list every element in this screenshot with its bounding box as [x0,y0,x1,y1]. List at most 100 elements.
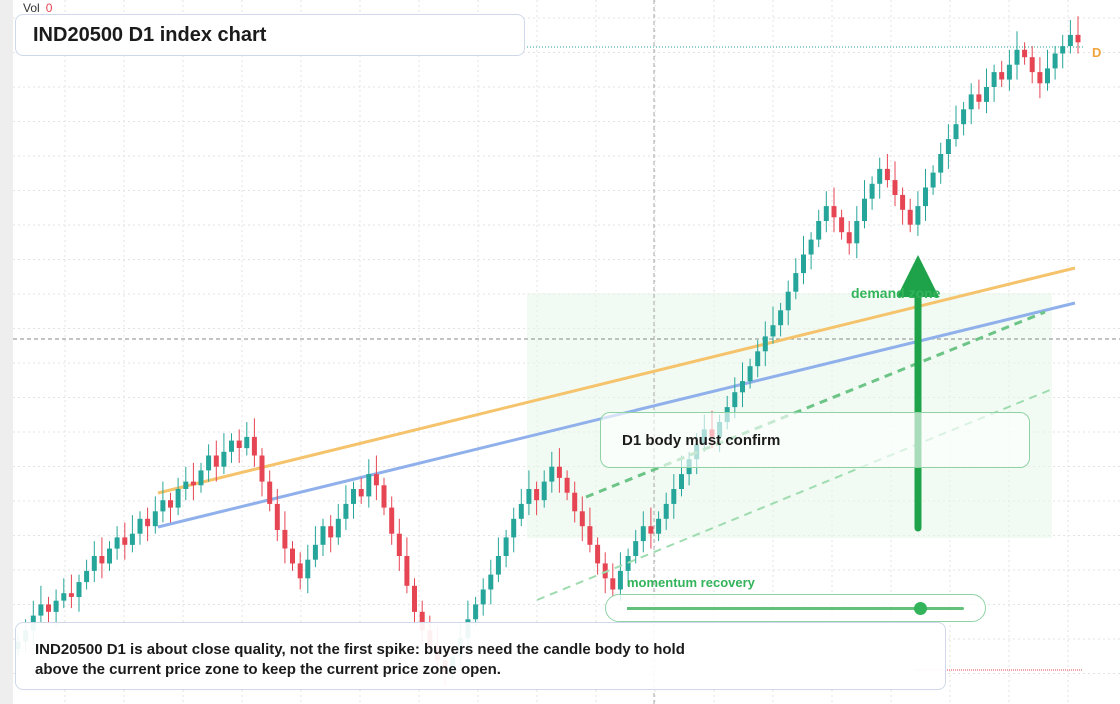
candle-up[interactable] [495,556,501,575]
candle-up[interactable] [114,537,120,549]
candle-down[interactable] [290,548,295,564]
candle-down[interactable] [602,563,608,579]
candle-up[interactable] [945,139,951,154]
candle-up[interactable] [968,94,974,110]
candle-down[interactable] [839,217,845,233]
candle-up[interactable] [1006,64,1012,80]
candle-up[interactable] [877,168,883,184]
candle-down[interactable] [412,585,417,612]
candle-down[interactable] [145,518,151,527]
candle-up[interactable] [549,466,555,482]
candle-up[interactable] [1014,49,1020,65]
candle-down[interactable] [274,503,280,530]
candle-up[interactable] [793,273,799,292]
candle-down[interactable] [99,556,105,564]
candle-up[interactable] [473,604,479,620]
candle-up[interactable] [770,325,776,337]
candle-up[interactable] [312,544,318,560]
candle-down[interactable] [892,180,898,195]
candle-up[interactable] [511,518,517,538]
candle-down[interactable] [168,500,173,508]
candle-up[interactable] [335,518,341,538]
candle-up[interactable] [152,511,158,527]
candle-down[interactable] [190,481,196,486]
candle-up[interactable] [221,451,227,467]
candle-up[interactable] [778,310,784,326]
candle-down[interactable] [282,529,288,549]
candle-down[interactable] [976,94,982,102]
candle-up[interactable] [160,500,166,512]
candle-down[interactable] [297,563,303,579]
candle-down[interactable] [236,440,242,448]
candle-up[interactable] [343,503,349,519]
candle-down[interactable] [381,485,387,508]
candle-down[interactable] [389,507,395,534]
candle-up[interactable] [915,206,921,225]
candle-up[interactable] [198,470,204,486]
candle-up[interactable] [129,533,135,545]
candle-up[interactable] [755,351,761,367]
candle-down[interactable] [884,168,890,181]
candle-up[interactable] [488,574,494,590]
candle-up[interactable] [984,87,989,102]
candle-up[interactable] [930,172,936,188]
candle-up[interactable] [351,489,356,504]
candle-up[interactable] [229,440,234,452]
candle-down[interactable] [579,511,585,527]
candle-up[interactable] [1045,68,1050,84]
candle-down[interactable] [1022,49,1028,58]
candle-up[interactable] [923,187,928,207]
candle-up[interactable] [175,489,181,508]
candle-up[interactable] [1052,53,1058,69]
momentum-knob[interactable] [914,602,928,615]
candle-up[interactable] [38,604,44,616]
candle-up[interactable] [808,239,814,255]
candle-down[interactable] [213,455,219,467]
candle-up[interactable] [762,336,768,352]
candle-up[interactable] [732,392,738,408]
candle-up[interactable] [869,183,875,199]
candle-up[interactable] [526,489,532,504]
candle-down[interactable] [328,526,334,538]
momentum-slider[interactable] [605,594,986,622]
candle-up[interactable] [801,254,806,274]
candle-up[interactable] [961,109,967,125]
candle-down[interactable] [595,544,601,564]
candle-up[interactable] [816,221,822,240]
candle-down[interactable] [419,611,425,631]
candle-down[interactable] [1037,72,1043,84]
candle-up[interactable] [862,198,867,221]
candle-up[interactable] [656,518,662,534]
candle-down[interactable] [556,466,562,478]
candle-down[interactable] [900,194,906,210]
candle-up[interactable] [76,582,82,597]
candle-up[interactable] [91,556,97,571]
candle-down[interactable] [46,604,51,612]
candle-up[interactable] [480,589,486,605]
candle-up[interactable] [747,366,753,382]
candle-up[interactable] [663,503,669,519]
candle-down[interactable] [267,481,273,504]
candle-down[interactable] [648,526,654,534]
candle-down[interactable] [396,533,402,556]
candle-down[interactable] [358,489,364,497]
candle-up[interactable] [244,436,250,449]
candle-down[interactable] [251,436,257,456]
candle-up[interactable] [206,455,212,471]
candle-up[interactable] [183,481,189,489]
trendline-orange[interactable] [157,266,1076,495]
candle-up[interactable] [991,72,997,87]
candle-down[interactable] [831,206,837,218]
candle-up[interactable] [640,526,646,542]
candle-up[interactable] [938,154,944,173]
candle-up[interactable] [107,548,112,564]
candle-down[interactable] [1075,34,1081,43]
candle-down[interactable] [404,556,410,586]
candle-up[interactable] [541,481,547,501]
candle-up[interactable] [679,474,684,489]
candle-up[interactable] [785,291,791,311]
candle-up[interactable] [503,537,509,556]
candle-down[interactable] [907,209,913,225]
candle-down[interactable] [564,477,570,493]
candle-down[interactable] [122,537,128,545]
